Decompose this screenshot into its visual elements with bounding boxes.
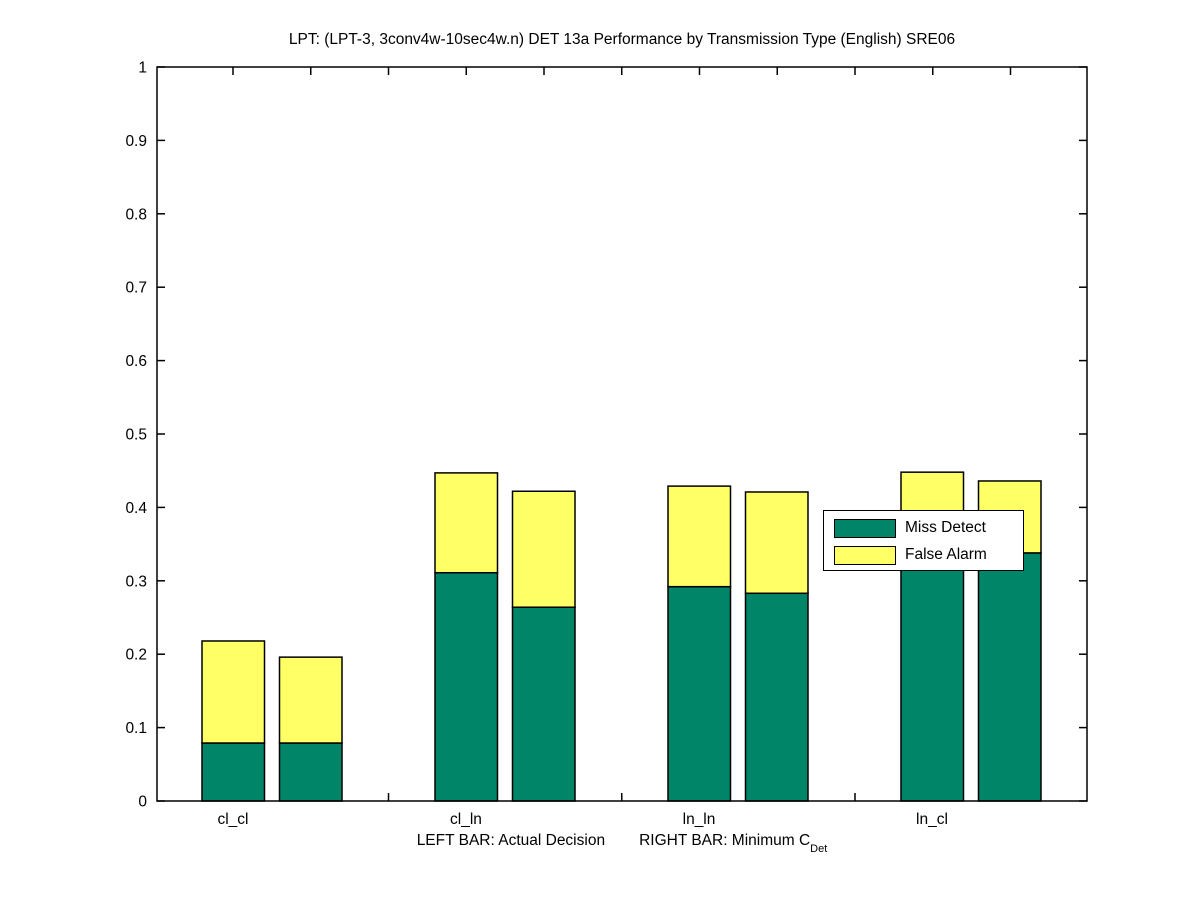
- bar-false-alarm-ln_ln-actual: [667, 485, 732, 588]
- y-axis-tick-label: 0: [138, 794, 147, 811]
- x-axis-tick-label: ln_cl: [916, 811, 948, 828]
- y-axis-tick-label: 0.2: [125, 647, 147, 664]
- legend-box: Miss Detect False Alarm: [823, 510, 1024, 571]
- y-axis-tick-label: 0.7: [125, 280, 147, 297]
- bar-miss-detect-cl_cl-actual: [201, 742, 266, 802]
- bar-false-alarm-cl_ln-actual: [434, 472, 499, 574]
- bar-false-alarm-cl_cl-mincdet: [278, 656, 343, 744]
- legend-item-false-alarm: False Alarm: [824, 545, 1023, 565]
- bar-false-alarm-cl_cl-actual: [201, 640, 266, 744]
- bar-miss-detect-ln_cl-actual: [900, 554, 965, 802]
- bar-false-alarm-cl_ln-mincdet: [511, 490, 576, 608]
- x-axis-label: LEFT BAR: Actual Decision RIGHT BAR: Min…: [157, 832, 1087, 855]
- chart-title: LPT: (LPT-3, 3conv4w-10sec4w.n) DET 13a …: [288, 31, 956, 48]
- legend-swatch-false-alarm-icon: [834, 545, 896, 565]
- axis-box: [156, 66, 1088, 802]
- y-axis-tick-label: 0.3: [125, 573, 147, 590]
- y-axis-tick-label: 0.5: [125, 427, 147, 444]
- bar-miss-detect-ln_cl-mincdet: [977, 552, 1042, 802]
- y-axis-tick-label: 0.1: [125, 720, 147, 737]
- y-axis-tick-label: 0.9: [125, 133, 147, 150]
- y-axis-tick-label: 0.6: [125, 353, 147, 370]
- x-axis-label-right: RIGHT BAR: Minimum CDet: [639, 832, 828, 855]
- bar-miss-detect-ln_ln-actual: [667, 585, 732, 802]
- bar-false-alarm-ln_ln-mincdet: [744, 491, 809, 595]
- bar-miss-detect-cl_ln-mincdet: [511, 606, 576, 802]
- x-axis-label-subscript: Det: [810, 843, 828, 855]
- legend-label-false-alarm: False Alarm: [905, 546, 987, 563]
- bar-miss-detect-ln_ln-mincdet: [744, 592, 809, 802]
- x-axis-label-left: LEFT BAR: Actual Decision: [416, 832, 606, 849]
- y-axis-tick-label: 1: [138, 60, 147, 77]
- x-axis-tick-label: cl_ln: [450, 811, 482, 828]
- bar-miss-detect-cl_ln-actual: [434, 571, 499, 802]
- y-axis-tick-label: 0.4: [125, 500, 147, 517]
- legend-item-miss-detect: Miss Detect: [824, 518, 1023, 538]
- legend-swatch-miss-detect-icon: [834, 518, 896, 538]
- legend-label-miss-detect: Miss Detect: [905, 519, 986, 536]
- x-axis-tick-label: cl_cl: [217, 811, 248, 828]
- bar-miss-detect-cl_cl-mincdet: [278, 742, 343, 802]
- y-axis-tick-label: 0.8: [125, 206, 147, 223]
- x-axis-tick-label: ln_ln: [683, 811, 716, 828]
